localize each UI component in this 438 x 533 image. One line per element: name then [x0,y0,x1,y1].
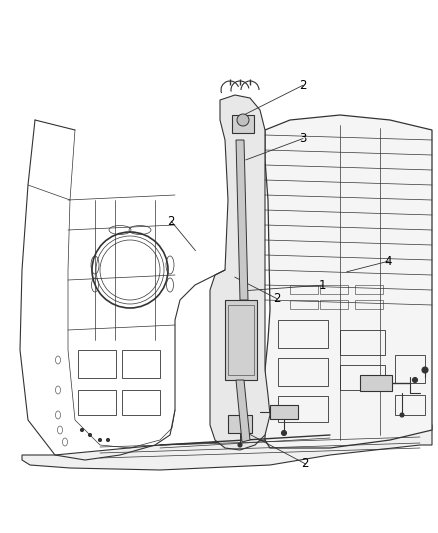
Bar [394,395,424,415]
Polygon shape [236,140,247,300]
Text: 2: 2 [272,292,280,305]
Bar [122,390,159,415]
Circle shape [237,114,248,126]
Text: 2: 2 [167,215,175,228]
Bar [339,365,384,390]
Bar [225,300,256,380]
Bar [319,285,347,294]
Bar [277,320,327,348]
Bar [354,300,382,309]
Polygon shape [209,95,269,450]
Bar [78,390,116,415]
Text: 4: 4 [384,255,392,268]
Text: 2: 2 [298,79,306,92]
Bar [339,330,384,355]
Bar [122,350,159,378]
Bar [269,405,297,419]
Bar [290,285,317,294]
Bar [290,300,317,309]
Circle shape [399,413,403,417]
Bar [78,350,116,378]
Polygon shape [236,380,249,442]
Circle shape [237,443,241,447]
Bar [231,115,254,133]
Bar [359,375,391,391]
Circle shape [421,367,427,373]
Bar [394,355,424,383]
Text: 1: 1 [318,279,326,292]
Bar [277,358,327,386]
Bar [319,300,347,309]
Bar [227,305,254,375]
Circle shape [412,377,417,383]
Circle shape [106,439,109,441]
Circle shape [80,429,83,432]
Circle shape [88,433,91,437]
Text: 3: 3 [299,132,306,145]
Bar [277,396,327,422]
Polygon shape [265,115,431,448]
Circle shape [281,431,286,435]
Bar [354,285,382,294]
Text: 2: 2 [300,457,308,470]
Bar [227,415,251,433]
Circle shape [98,439,101,441]
Polygon shape [22,420,431,470]
